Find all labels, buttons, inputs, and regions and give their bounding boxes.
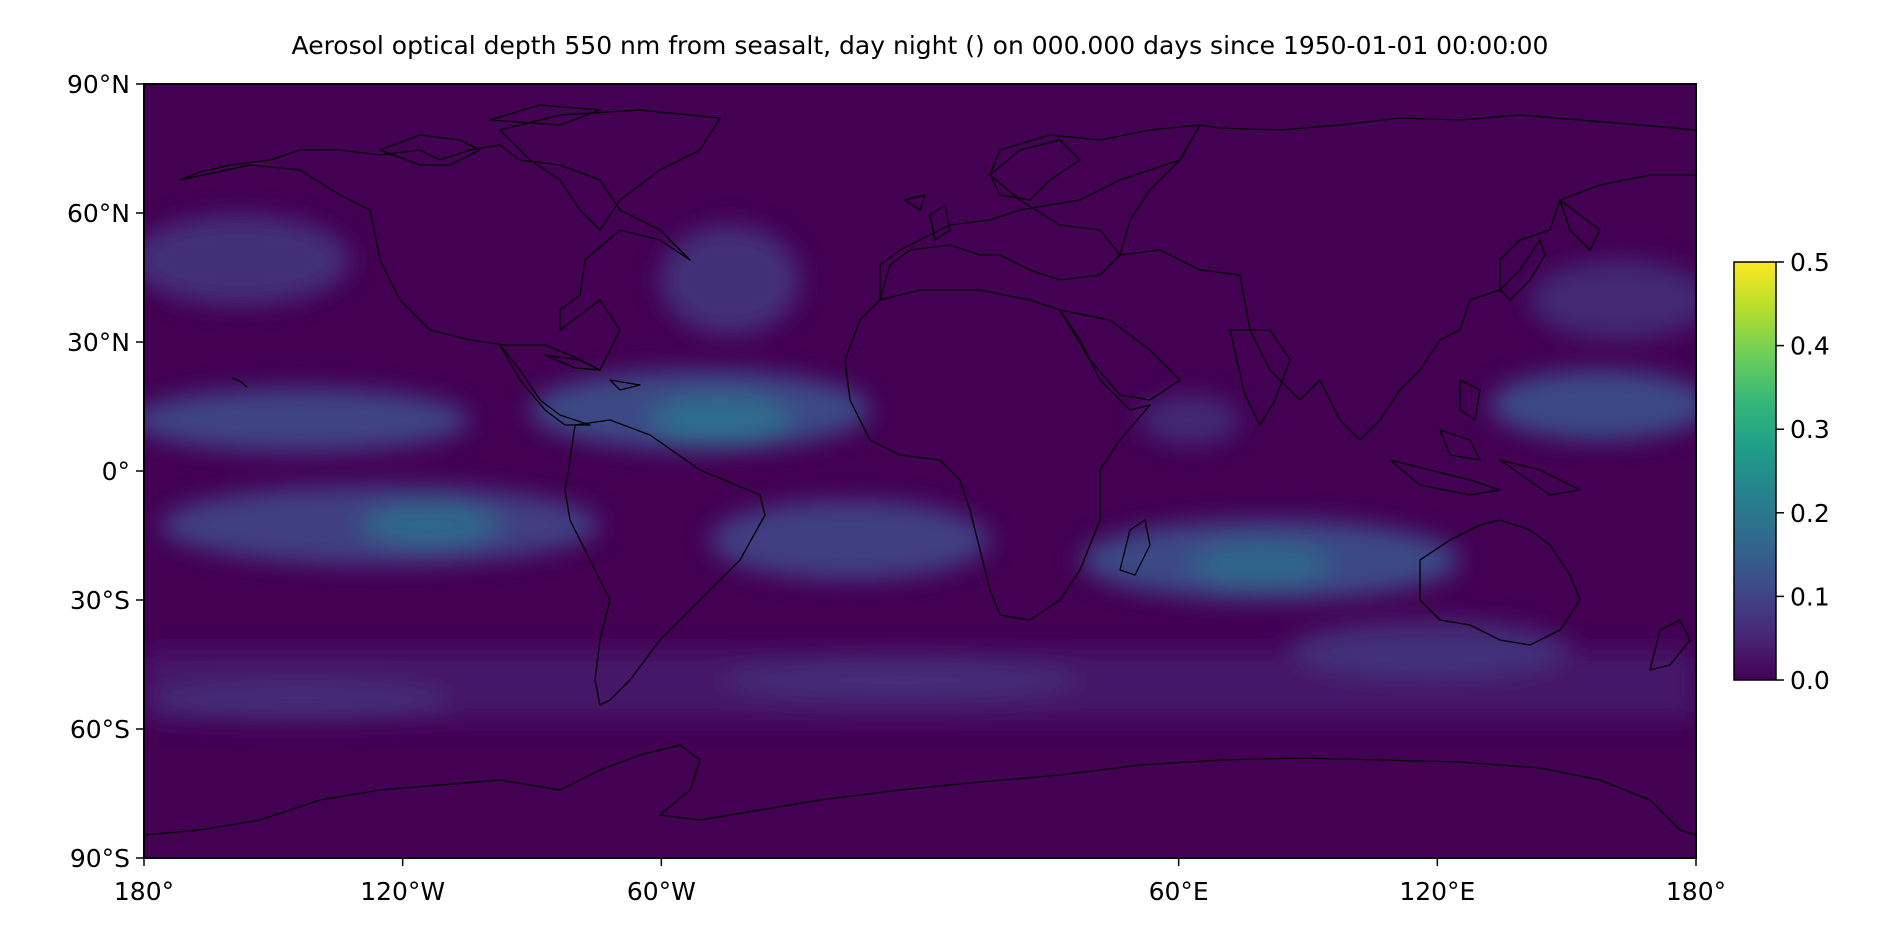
coastline-antarctica: [144, 744, 1696, 836]
map-area: [144, 84, 1696, 858]
coastline-philippines: [1459, 379, 1481, 421]
colorbar-tick-label: 0.2: [1790, 499, 1830, 528]
coastline-europe: [879, 124, 1201, 301]
colorbar-ticks: 0.0 0.1 0.2 0.3 0.4 0.5: [1776, 248, 1830, 695]
lat-tick-label: 60°S: [70, 715, 130, 744]
coastline-arabia: [1059, 309, 1181, 401]
colorbar: 0.0 0.1 0.2 0.3 0.4 0.5: [1733, 248, 1830, 695]
coastline-arctic-islands: [379, 104, 601, 166]
coastline-india: [1229, 329, 1291, 426]
lat-tick-label: 30°N: [67, 328, 130, 357]
coastline-north-america: [179, 144, 691, 371]
lat-tick-label: 90°N: [67, 70, 130, 99]
lat-tick-label: 60°N: [67, 199, 130, 228]
colorbar-tick-label: 0.4: [1790, 332, 1830, 361]
coastline-madagascar: [1119, 519, 1151, 576]
aerosol-field: [144, 215, 1696, 720]
latitude-axis: 90°N 60°N 30°N 0° 30°S 60°S 90°S: [67, 70, 144, 873]
coastline-asia: [1119, 114, 1696, 441]
coastline-greenland: [499, 109, 721, 231]
lat-tick-label: 90°S: [70, 844, 130, 873]
coastline-uk: [904, 194, 951, 241]
coastline-caribbean: [544, 354, 641, 391]
longitude-axis: 180° 120°W 60°W 60°E 120°E 180°: [114, 858, 1726, 906]
ocean-background: [144, 84, 1696, 858]
colorbar-tick-label: 0.3: [1790, 415, 1830, 444]
lon-tick-label: 60°W: [627, 877, 696, 906]
colorbar-tick-label: 0.5: [1790, 248, 1830, 277]
coastline-kamchatka: [1559, 199, 1601, 251]
lon-tick-label: 180°: [1666, 877, 1726, 906]
lon-tick-label: 120°W: [360, 877, 445, 906]
lat-tick-label: 0°: [102, 457, 130, 486]
colorbar-tick-label: 0.1: [1790, 582, 1830, 611]
lat-tick-label: 30°S: [70, 586, 130, 615]
colorbar-tick-label: 0.0: [1790, 666, 1830, 695]
coastline-new-zealand: [1649, 619, 1691, 671]
coastline-scandinavia: [989, 139, 1081, 201]
coastlines: [144, 104, 1696, 836]
coastline-japan: [1499, 239, 1546, 301]
coastline-south-america: [564, 419, 766, 706]
map-title: Aerosol optical depth 550 nm from seasal…: [292, 31, 1549, 60]
coastline-central-america: [499, 344, 591, 426]
colorbar-frame: [1733, 261, 1777, 681]
lon-tick-label: 120°E: [1399, 877, 1475, 906]
coastline-hawaii: [231, 377, 248, 388]
coastline-indonesia: [1389, 429, 1581, 496]
colorbar-gradient: [1734, 262, 1776, 680]
lon-tick-label: 60°E: [1149, 877, 1209, 906]
coastline-australia: [1419, 519, 1581, 646]
lon-tick-label: 180°: [114, 877, 174, 906]
